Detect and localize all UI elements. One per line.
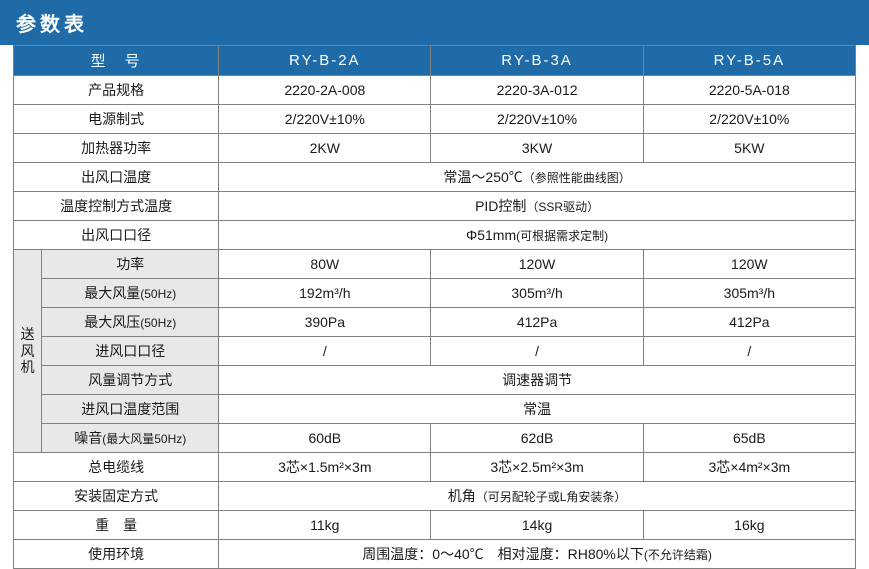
mounting-value: 机角（可另配轮子或L角安装条） — [219, 482, 856, 511]
blower-maxflow-label: 最大风量(50Hz) — [42, 279, 219, 308]
outlet-temp-label: 出风口温度 — [14, 163, 219, 192]
spec-v1: 2220-3A-012 — [431, 76, 643, 105]
temp-control-label: 温度控制方式温度 — [14, 192, 219, 221]
temp-control-value: PID控制（SSR驱动） — [219, 192, 856, 221]
heater-power-v2: 5KW — [643, 134, 855, 163]
outlet-dia-label: 出风口口径 — [14, 221, 219, 250]
blower-flowadjust-value: 调速器调节 — [219, 366, 856, 395]
blower-maxflow-v1: 305m³/h — [431, 279, 643, 308]
blower-maxpressure-v1: 412Pa — [431, 308, 643, 337]
blower-inlettemp-label: 进风口温度范围 — [42, 395, 219, 424]
blower-power-v0: 80W — [219, 250, 431, 279]
spec-label: 产品规格 — [14, 76, 219, 105]
blower-maxpressure-label: 最大风压(50Hz) — [42, 308, 219, 337]
blower-power-v1: 120W — [431, 250, 643, 279]
blower-maxflow-v2: 305m³/h — [643, 279, 855, 308]
row-mounting: 安装固定方式 机角（可另配轮子或L角安装条） — [14, 482, 856, 511]
row-blower-maxflow: 最大风量(50Hz) 192m³/h 305m³/h 305m³/h — [14, 279, 856, 308]
row-blower-inlettemp: 进风口温度范围 常温 — [14, 395, 856, 424]
row-blower-power: 送风机 功率 80W 120W 120W — [14, 250, 856, 279]
power-supply-v0: 2/220V±10% — [219, 105, 431, 134]
blower-inletdia-label: 进风口口径 — [42, 337, 219, 366]
spec-v2: 2220-5A-018 — [643, 76, 855, 105]
header-model-0: RY-B-2A — [219, 46, 431, 76]
spec-v0: 2220-2A-008 — [219, 76, 431, 105]
heater-power-v0: 2KW — [219, 134, 431, 163]
power-supply-label: 电源制式 — [14, 105, 219, 134]
header-model-2: RY-B-5A — [643, 46, 855, 76]
environment-value: 周围温度：0～40℃ 相对湿度：RH80%以下(不允许结霜) — [219, 540, 856, 569]
row-spec: 产品规格 2220-2A-008 2220-3A-012 2220-5A-018 — [14, 76, 856, 105]
outlet-dia-value: Φ51mm(可根据需求定制) — [219, 221, 856, 250]
row-blower-inletdia: 进风口口径 / / / — [14, 337, 856, 366]
power-supply-v2: 2/220V±10% — [643, 105, 855, 134]
cable-v1: 3芯×2.5m²×3m — [431, 453, 643, 482]
cable-label: 总电缆线 — [14, 453, 219, 482]
blower-noise-v1: 62dB — [431, 424, 643, 453]
blower-power-v2: 120W — [643, 250, 855, 279]
row-heater-power: 加热器功率 2KW 3KW 5KW — [14, 134, 856, 163]
header-model-1: RY-B-3A — [431, 46, 643, 76]
blower-inletdia-v0: / — [219, 337, 431, 366]
row-outlet-dia: 出风口口径 Φ51mm(可根据需求定制) — [14, 221, 856, 250]
blower-maxpressure-v0: 390Pa — [219, 308, 431, 337]
power-supply-v1: 2/220V±10% — [431, 105, 643, 134]
blower-group-label: 送风机 — [14, 250, 42, 453]
blower-power-label: 功率 — [42, 250, 219, 279]
blower-maxflow-v0: 192m³/h — [219, 279, 431, 308]
heater-power-label: 加热器功率 — [14, 134, 219, 163]
row-power-supply: 电源制式 2/220V±10% 2/220V±10% 2/220V±10% — [14, 105, 856, 134]
row-weight: 重 量 11kg 14kg 16kg — [14, 511, 856, 540]
title-bar: 参数表 — [0, 0, 869, 45]
row-blower-flowadjust: 风量调节方式 调速器调节 — [14, 366, 856, 395]
row-temp-control: 温度控制方式温度 PID控制（SSR驱动） — [14, 192, 856, 221]
weight-v1: 14kg — [431, 511, 643, 540]
header-row: 型 号 RY-B-2A RY-B-3A RY-B-5A — [14, 46, 856, 76]
row-outlet-temp: 出风口温度 常温～250℃（参照性能曲线图） — [14, 163, 856, 192]
blower-inletdia-v2: / — [643, 337, 855, 366]
blower-inletdia-v1: / — [431, 337, 643, 366]
title-text: 参数表 — [16, 14, 88, 36]
weight-v2: 16kg — [643, 511, 855, 540]
blower-noise-label: 噪音(最大风量50Hz) — [42, 424, 219, 453]
row-cable: 总电缆线 3芯×1.5m²×3m 3芯×2.5m²×3m 3芯×4m²×3m — [14, 453, 856, 482]
spec-table: 型 号 RY-B-2A RY-B-3A RY-B-5A 产品规格 2220-2A… — [13, 45, 856, 569]
cable-v0: 3芯×1.5m²×3m — [219, 453, 431, 482]
row-environment: 使用环境 周围温度：0～40℃ 相对湿度：RH80%以下(不允许结霜) — [14, 540, 856, 569]
blower-inlettemp-value: 常温 — [219, 395, 856, 424]
cable-v2: 3芯×4m²×3m — [643, 453, 855, 482]
outlet-temp-value: 常温～250℃（参照性能曲线图） — [219, 163, 856, 192]
blower-maxpressure-v2: 412Pa — [643, 308, 855, 337]
weight-v0: 11kg — [219, 511, 431, 540]
weight-label: 重 量 — [14, 511, 219, 540]
blower-noise-v2: 65dB — [643, 424, 855, 453]
header-model-label: 型 号 — [14, 46, 219, 76]
heater-power-v1: 3KW — [431, 134, 643, 163]
environment-label: 使用环境 — [14, 540, 219, 569]
blower-flowadjust-label: 风量调节方式 — [42, 366, 219, 395]
mounting-label: 安装固定方式 — [14, 482, 219, 511]
blower-noise-v0: 60dB — [219, 424, 431, 453]
row-blower-noise: 噪音(最大风量50Hz) 60dB 62dB 65dB — [14, 424, 856, 453]
row-blower-maxpressure: 最大风压(50Hz) 390Pa 412Pa 412Pa — [14, 308, 856, 337]
